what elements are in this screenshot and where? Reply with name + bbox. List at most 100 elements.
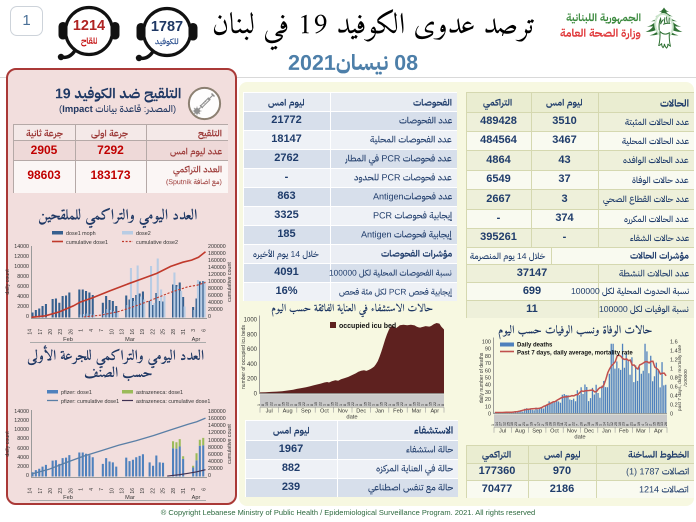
svg-text:0.4: 0.4 (670, 394, 678, 400)
svg-text:200: 200 (247, 377, 258, 383)
svg-text:8: 8 (441, 404, 445, 406)
svg-text:/100000: /100000 (683, 369, 689, 387)
svg-text:Mar: Mar (636, 429, 646, 435)
svg-text:Aug: Aug (283, 408, 293, 414)
svg-text:25: 25 (161, 488, 167, 494)
svg-text:pfizer: dose1: pfizer: dose1 (61, 390, 92, 396)
svg-text:0: 0 (254, 392, 258, 398)
svg-text:26: 26 (68, 488, 74, 494)
svg-text:1: 1 (322, 404, 326, 406)
svg-text:9: 9 (568, 424, 572, 426)
svg-text:22: 22 (433, 402, 437, 406)
svg-text:3: 3 (191, 329, 197, 332)
svg-text:22: 22 (572, 422, 576, 426)
svg-text:6: 6 (202, 329, 208, 332)
svg-text:astrazeneca: dose1: astrazeneca: dose1 (136, 390, 183, 396)
svg-text:15: 15 (347, 402, 351, 406)
svg-text:22: 22 (150, 488, 156, 494)
svg-text:15: 15 (653, 422, 657, 426)
svg-text:22: 22 (335, 402, 339, 406)
svg-text:1: 1 (599, 424, 603, 426)
svg-text:astrazeneca: cumulative dose1: astrazeneca: cumulative dose1 (136, 399, 210, 405)
svg-text:800: 800 (247, 332, 258, 338)
svg-text:22: 22 (150, 329, 156, 335)
svg-text:19: 19 (529, 422, 533, 426)
svg-text:5: 5 (583, 424, 587, 426)
svg-text:22: 22 (400, 402, 404, 406)
svg-text:15: 15 (363, 402, 367, 406)
svg-text:28: 28 (171, 488, 177, 494)
svg-text:Apr: Apr (430, 408, 439, 414)
svg-text:25: 25 (161, 329, 167, 335)
svg-text:22: 22 (384, 402, 388, 406)
svg-text:Oct: Oct (550, 429, 559, 435)
svg-text:27: 27 (499, 422, 503, 426)
svg-text:21: 21 (522, 422, 526, 426)
svg-text:1: 1 (372, 404, 376, 406)
svg-text:cumulative dose2: cumulative dose2 (136, 240, 178, 246)
svg-text:4: 4 (533, 424, 537, 426)
svg-text:15: 15 (298, 402, 302, 406)
svg-text:Apr: Apr (192, 337, 201, 343)
svg-text:1: 1 (273, 404, 277, 406)
svg-text:1: 1 (491, 424, 495, 426)
svg-text:15: 15 (331, 402, 335, 406)
svg-text:1.2: 1.2 (670, 358, 678, 364)
svg-text:14: 14 (28, 488, 34, 494)
svg-text:2: 2 (649, 424, 653, 426)
svg-text:cumulative dose1: cumulative dose1 (66, 240, 108, 246)
svg-text:8: 8 (261, 404, 265, 406)
svg-text:Dec: Dec (584, 429, 594, 435)
svg-text:7: 7 (99, 329, 105, 332)
svg-text:15: 15 (380, 402, 384, 406)
svg-text:8: 8 (277, 404, 281, 406)
svg-text:1: 1 (404, 404, 408, 406)
svg-text:Jul: Jul (266, 408, 273, 414)
svg-text:22: 22 (318, 402, 322, 406)
svg-text:Sep: Sep (301, 408, 311, 414)
svg-text:23: 23 (58, 329, 64, 335)
svg-text:10: 10 (109, 488, 115, 494)
svg-text:15: 15 (412, 402, 416, 406)
svg-text:10: 10 (109, 329, 115, 335)
svg-text:cumulative count: cumulative count (227, 424, 233, 464)
svg-text:28: 28 (656, 422, 660, 426)
svg-text:17: 17 (537, 422, 541, 426)
svg-text:15: 15 (265, 402, 269, 406)
svg-text:26: 26 (556, 422, 560, 426)
svg-text:Mar: Mar (412, 408, 422, 414)
svg-text:20: 20 (48, 329, 54, 335)
svg-text:15: 15 (282, 402, 286, 406)
svg-text:16: 16 (595, 422, 599, 426)
svg-text:1: 1 (339, 404, 343, 406)
svg-text:1: 1 (388, 404, 392, 406)
svg-text:22: 22 (417, 402, 421, 406)
svg-text:19: 19 (637, 422, 641, 426)
svg-text:0: 0 (670, 412, 673, 418)
svg-text:Nov: Nov (338, 408, 348, 414)
svg-text:30: 30 (485, 390, 491, 396)
svg-text:Mar: Mar (125, 337, 135, 343)
svg-text:40: 40 (485, 383, 491, 389)
svg-text:Dec: Dec (356, 408, 366, 414)
svg-text:0.6: 0.6 (670, 385, 678, 391)
svg-text:15: 15 (429, 402, 433, 406)
svg-text:60: 60 (485, 368, 491, 374)
svg-text:8: 8 (626, 424, 630, 426)
svg-text:8: 8 (408, 404, 412, 406)
svg-text:17: 17 (645, 422, 649, 426)
svg-text:22: 22 (367, 402, 371, 406)
svg-text:Aug: Aug (515, 429, 525, 435)
svg-text:8: 8 (359, 404, 363, 406)
svg-text:1: 1 (421, 404, 425, 406)
svg-text:8: 8 (343, 404, 347, 406)
svg-text:7: 7 (576, 424, 580, 426)
svg-text:daily count: daily count (5, 431, 11, 457)
svg-text:6: 6 (526, 424, 530, 426)
svg-text:12: 12 (610, 422, 614, 426)
svg-text:Mar: Mar (125, 495, 135, 501)
svg-text:date: date (346, 415, 357, 421)
svg-text:15: 15 (314, 402, 318, 406)
svg-text:13: 13 (120, 329, 126, 335)
svg-text:daily count: daily count (5, 269, 11, 295)
